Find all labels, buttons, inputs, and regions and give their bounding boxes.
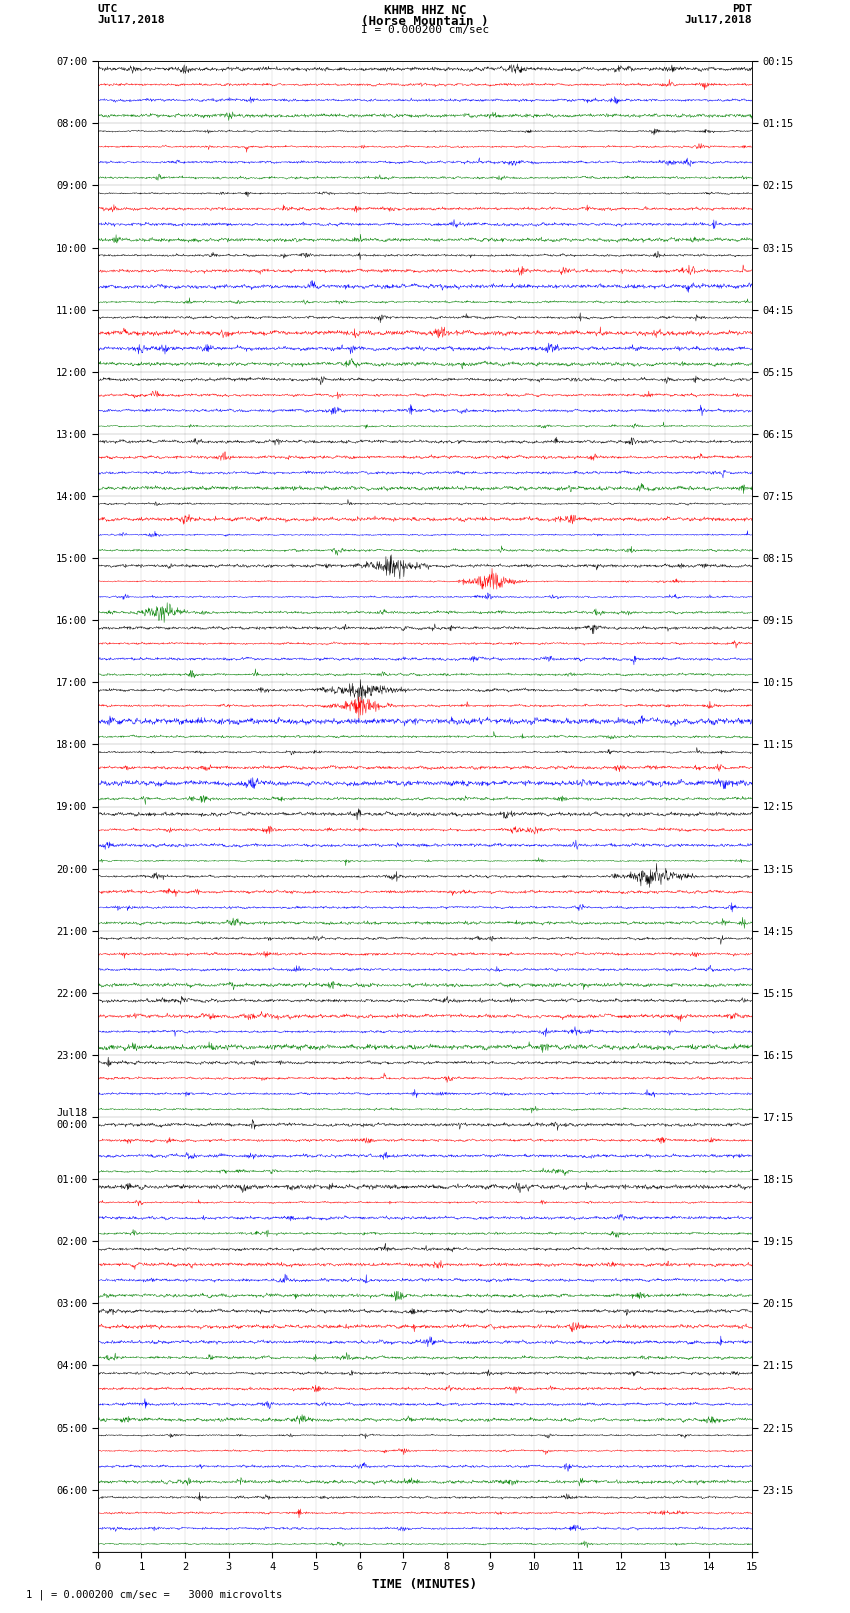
Text: (Horse Mountain ): (Horse Mountain ) [361, 15, 489, 27]
Text: I = 0.000200 cm/sec: I = 0.000200 cm/sec [361, 24, 489, 35]
Text: Jul17,2018: Jul17,2018 [685, 15, 752, 24]
Text: PDT: PDT [732, 5, 752, 15]
Text: UTC: UTC [98, 5, 118, 15]
Text: KHMB HHZ NC: KHMB HHZ NC [383, 5, 467, 18]
Text: Jul17,2018: Jul17,2018 [98, 15, 165, 24]
X-axis label: TIME (MINUTES): TIME (MINUTES) [372, 1578, 478, 1590]
Text: 1 | = 0.000200 cm/sec =   3000 microvolts: 1 | = 0.000200 cm/sec = 3000 microvolts [26, 1589, 281, 1600]
